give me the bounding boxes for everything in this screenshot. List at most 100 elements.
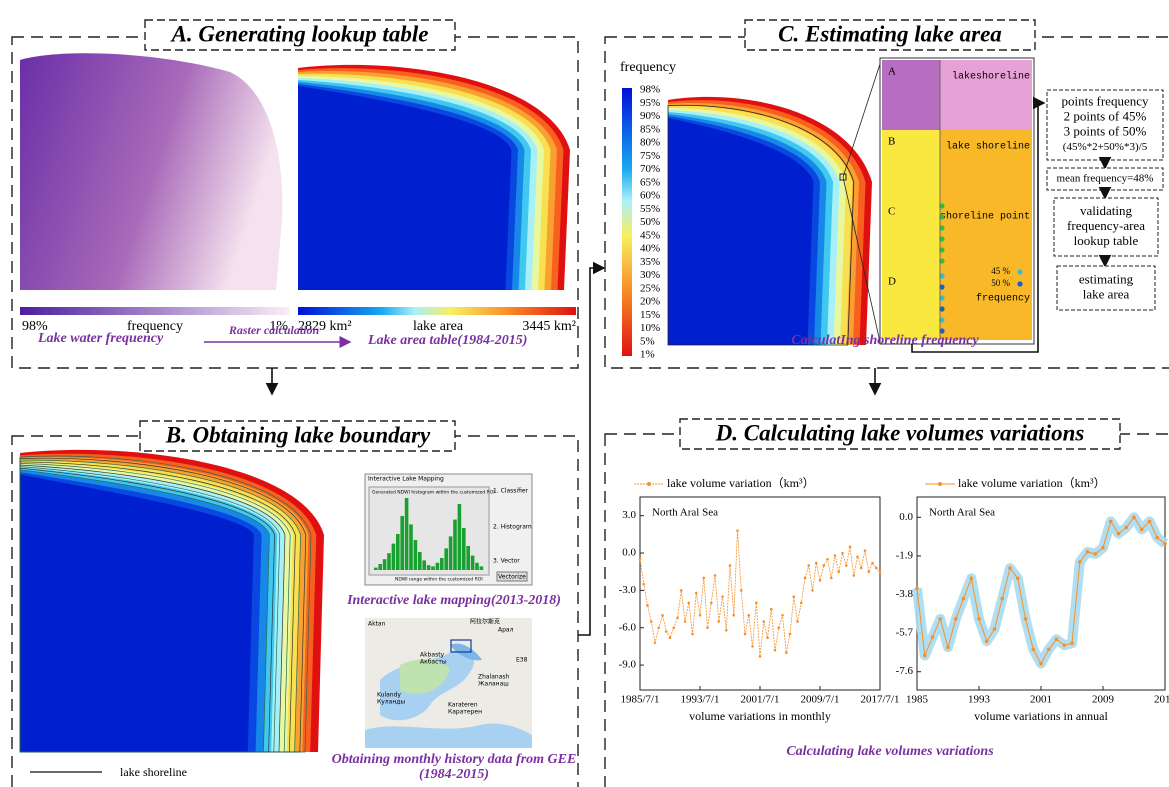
colorbar-label: 70%: [640, 163, 660, 175]
point: [984, 639, 989, 644]
boundary-map: [19, 449, 324, 753]
point: [784, 651, 788, 654]
panel-a: A. Generating lookup table 98% frequency…: [11, 19, 579, 369]
row-label: lake shoreline: [946, 141, 1030, 153]
y-tick-label: -3.0: [619, 584, 637, 596]
connector: [911, 96, 1046, 353]
hist-bar: [396, 534, 400, 570]
point: [1077, 560, 1082, 564]
x-tick-label: 2017/7/1: [860, 694, 899, 706]
colorbar-label: 50%: [640, 216, 660, 228]
hist-bar: [426, 565, 431, 570]
y-tick-label: -1.9: [896, 549, 914, 561]
map-label: Куланды: [377, 699, 405, 706]
point: [799, 601, 803, 605]
legend-label: lake area: [413, 319, 464, 334]
colorbar-label: 10%: [640, 322, 660, 334]
point: [826, 557, 829, 561]
window-title: Interactive Lake Mapping: [368, 476, 444, 483]
x-tick-label: 1985: [906, 694, 929, 706]
point: [676, 616, 679, 620]
point: [638, 557, 642, 561]
roi: [450, 639, 472, 653]
shoreline-point: [939, 203, 945, 209]
point: [736, 529, 739, 532]
caption: Calculating lake volumes variations: [786, 744, 994, 759]
shoreline: [19, 467, 275, 753]
shoreline-point: [939, 247, 945, 253]
point: [818, 579, 822, 582]
panel-b: B. Obtaining lake boundary Interactive L…: [11, 420, 579, 787]
plot-title: Generated NDWI histogram within the cust…: [372, 490, 495, 496]
frequency-map: [20, 53, 283, 290]
step-text: 2 points of 45%: [1064, 108, 1147, 123]
colorbar-label: 55%: [640, 203, 660, 215]
hist-bar: [409, 524, 413, 570]
point: [915, 586, 919, 591]
row-label: lakeshoreline: [952, 71, 1030, 83]
panel-title: A. Generating lookup table: [170, 21, 429, 46]
charts: 3.0 0.0 -3.0 -6.0 -9.0 1985/7/1 1993/7/1 2001/7…: [619, 476, 1169, 723]
shoreline: [19, 463, 291, 753]
freq-dot: [1017, 281, 1023, 287]
land: [400, 659, 450, 694]
point: [946, 645, 950, 650]
map-label: Арал: [498, 627, 514, 634]
map-label: Karateren: [448, 702, 478, 709]
legend-marker: [938, 482, 942, 486]
hist-bar: [453, 519, 457, 570]
point: [679, 589, 683, 592]
colorbar-label: 45%: [640, 229, 660, 241]
map-label: Жаланаш: [478, 681, 509, 688]
shoreline-point: [939, 295, 945, 301]
step-text: 3 points of 50%: [1064, 123, 1147, 138]
point: [969, 576, 974, 581]
step-text: (45%*2+50%*3)/5: [1063, 141, 1148, 153]
step-text: frequency-area: [1067, 218, 1145, 233]
x-tick-label: 2001/7/1: [740, 694, 779, 706]
shoreline: [19, 466, 281, 753]
area-map: [298, 64, 570, 291]
colorbar-label: 1%: [640, 349, 655, 361]
x-tick-label: 2009/7/1: [800, 694, 839, 706]
colorbar-label: 85%: [640, 123, 660, 135]
point: [829, 576, 833, 580]
step-box: [1046, 89, 1164, 161]
colorbar-label: 25%: [640, 282, 660, 294]
pointer: [842, 176, 881, 343]
point: [762, 620, 766, 623]
step-text: lookup table: [1074, 233, 1139, 248]
point: [1124, 525, 1129, 530]
shoreline-point: [939, 317, 945, 323]
point: [1093, 552, 1098, 556]
point: [841, 551, 844, 555]
point: [668, 636, 672, 640]
point: [649, 620, 653, 623]
x-tick-label: 2001: [1030, 694, 1052, 706]
annotation: North Aral Sea: [652, 507, 718, 519]
y-tick-label: -9.0: [619, 659, 637, 671]
point: [706, 626, 709, 630]
shoreline-point: [939, 236, 945, 242]
point: [871, 561, 874, 565]
hist-bar: [374, 567, 378, 570]
group-label: 1. Classifier: [493, 488, 529, 495]
point: [754, 601, 758, 605]
map-label: Kulandy: [377, 692, 401, 699]
step-text: validating: [1080, 203, 1132, 218]
title-box: [144, 19, 456, 51]
freq-item: 45 %: [991, 266, 1010, 276]
group-label: 3. Vector: [493, 558, 520, 565]
point: [773, 648, 777, 652]
legend-marker: [647, 482, 651, 486]
point: [844, 564, 848, 567]
point: [1147, 519, 1152, 524]
point: [863, 549, 867, 552]
point: [852, 574, 856, 577]
hist-bar: [431, 566, 435, 570]
map-label: Akbasty: [420, 652, 445, 659]
point: [709, 601, 713, 605]
